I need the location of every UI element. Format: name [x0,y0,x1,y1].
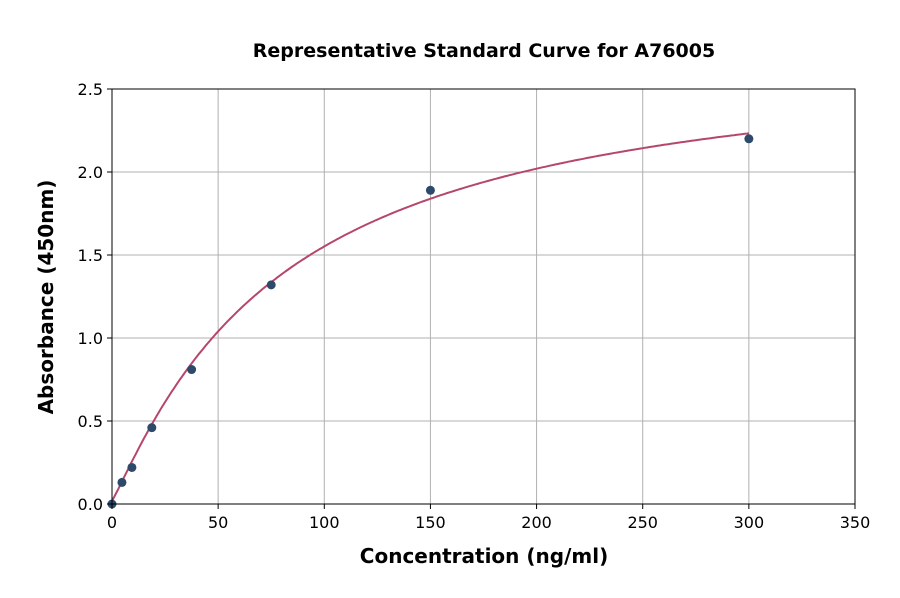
fit-curve-group [111,132,750,502]
x-tick-label: 300 [734,513,765,532]
plot-frame [111,88,856,505]
y-axis-ticks: 0.0 0.5 1.0 1.5 2.0 2.5 [78,80,112,514]
x-tick-label: 350 [840,513,871,532]
data-points [107,134,754,509]
x-tick-label: 100 [309,513,340,532]
fit-curve-line [111,132,750,502]
x-axis-ticks: 0 50 100 150 200 250 300 350 [107,504,870,532]
x-axis-label: Concentration (ng/ml) [360,544,608,568]
data-point [117,477,127,487]
x-tick-label: 50 [208,513,228,532]
chart-title: Representative Standard Curve for A76005 [253,40,715,62]
data-point [744,134,754,144]
data-point [147,423,157,433]
y-tick-label: 1.5 [78,246,103,265]
data-point [425,185,435,195]
y-tick-label: 2.5 [78,80,103,99]
data-point [266,280,276,290]
y-tick-label: 0.5 [78,412,103,431]
y-tick-label: 2.0 [78,163,103,182]
data-point [127,462,137,472]
grid [111,88,856,505]
data-point [187,365,197,375]
x-tick-label: 200 [521,513,552,532]
x-tick-label: 150 [415,513,446,532]
y-axis-label: Absorbance (450nm) [34,180,58,415]
y-tick-label: 1.0 [78,329,103,348]
y-tick-label: 0.0 [78,495,103,514]
x-tick-label: 250 [627,513,658,532]
x-tick-label: 0 [107,513,117,532]
